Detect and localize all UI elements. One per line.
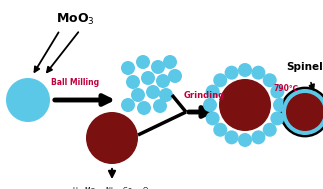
Circle shape xyxy=(251,130,266,144)
Circle shape xyxy=(224,66,239,80)
Circle shape xyxy=(163,55,177,69)
Circle shape xyxy=(213,123,227,137)
Circle shape xyxy=(213,73,227,87)
Circle shape xyxy=(270,85,284,99)
Text: Spinel: Spinel xyxy=(287,62,323,72)
Circle shape xyxy=(151,60,165,74)
Text: Li$_{1.2}$Mn$_{0.56}$Ni$_{0.16}$Co$_{0.08}$O$_2$: Li$_{1.2}$Mn$_{0.56}$Ni$_{0.16}$Co$_{0.0… xyxy=(72,186,152,189)
Text: MoO$_3$: MoO$_3$ xyxy=(56,12,94,27)
Circle shape xyxy=(156,74,170,88)
Circle shape xyxy=(224,130,239,144)
Text: Grinding: Grinding xyxy=(183,91,224,100)
Circle shape xyxy=(238,133,252,147)
Circle shape xyxy=(159,88,173,102)
Circle shape xyxy=(273,98,287,112)
Circle shape xyxy=(153,99,167,113)
Circle shape xyxy=(238,63,252,77)
Circle shape xyxy=(136,55,150,69)
Circle shape xyxy=(286,93,323,131)
Circle shape xyxy=(206,85,220,99)
Circle shape xyxy=(137,101,151,115)
Circle shape xyxy=(6,78,50,122)
Text: 790℃: 790℃ xyxy=(274,84,298,93)
Circle shape xyxy=(281,88,323,136)
Circle shape xyxy=(219,79,271,131)
Circle shape xyxy=(168,69,182,83)
Circle shape xyxy=(131,88,145,102)
Circle shape xyxy=(121,61,135,75)
Circle shape xyxy=(121,98,135,112)
Circle shape xyxy=(146,85,160,99)
Circle shape xyxy=(270,111,284,125)
Circle shape xyxy=(263,73,277,87)
Text: Ball Milling: Ball Milling xyxy=(51,78,99,87)
Circle shape xyxy=(263,123,277,137)
Circle shape xyxy=(86,112,138,164)
Circle shape xyxy=(126,75,140,89)
Circle shape xyxy=(141,71,155,85)
Circle shape xyxy=(282,89,323,135)
Circle shape xyxy=(203,98,217,112)
Circle shape xyxy=(206,111,220,125)
Circle shape xyxy=(251,66,266,80)
